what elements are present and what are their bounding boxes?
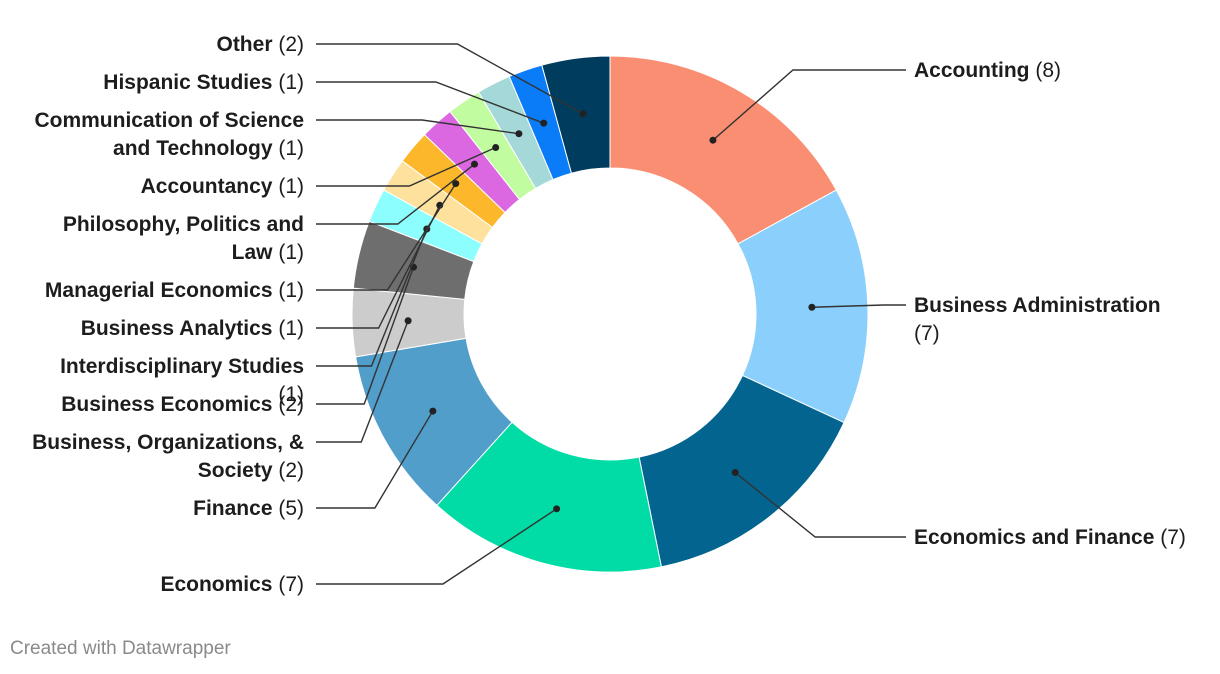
leader-line-business-analytics	[316, 204, 441, 329]
label-philosophy-politics-and-law: Philosophy, Politics and Law (1)	[63, 213, 304, 264]
leader-line-interdisciplinary-studies	[316, 228, 428, 367]
label-economics: Economics (7)	[160, 573, 304, 596]
label-accountancy: Accountancy (1)	[141, 175, 304, 198]
label-hispanic-studies: Hispanic Studies (1)	[103, 71, 304, 94]
label-business-analytics: Business Analytics (1)	[81, 317, 304, 340]
leader-line-accounting	[712, 69, 906, 141]
leader-dot-business-administration	[808, 303, 816, 311]
slice-economics-and-finance	[638, 374, 845, 568]
leader-line-business-administration	[811, 304, 906, 308]
label-accounting: Accounting (8)	[914, 59, 1061, 82]
labels-group: Accounting (8) Business Administration (7)…	[32, 33, 1186, 596]
leader-dot-economics	[553, 505, 561, 513]
leader-line-accountancy	[316, 146, 496, 187]
label-communication-of-science-and-technology: Communication of Science and Technology (…	[34, 109, 304, 160]
slices-group	[351, 55, 869, 573]
leader-line-managerial-economics	[316, 183, 457, 291]
leader-dot-philosophy-politics-and-law	[471, 160, 479, 168]
leader-line-finance	[316, 410, 434, 509]
label-other: Other (2)	[216, 33, 304, 56]
leader-dot-economics-and-finance	[731, 469, 739, 477]
slice-accounting	[609, 55, 837, 245]
label-managerial-economics: Managerial Economics (1)	[45, 279, 304, 302]
leader-line-economics-and-finance	[734, 471, 906, 538]
leader-line-communication-of-science-and-technology	[316, 119, 519, 135]
credit-text: Created with Datawrapper	[10, 638, 231, 659]
label-economics-and-finance: Economics and Finance (7)	[914, 526, 1186, 549]
label-business-economics: Business Economics (2)	[61, 393, 304, 416]
slice-other	[541, 55, 611, 174]
leader-line-other	[316, 43, 584, 115]
leader-line-economics	[316, 508, 558, 585]
label-finance: Finance (5)	[193, 497, 304, 520]
slice-business-administration	[737, 189, 869, 424]
leader-line-philosophy-politics-and-law	[316, 163, 475, 225]
slice-economics	[436, 421, 662, 573]
leader-dot-accounting	[709, 136, 717, 144]
label-business-administration: Business Administration (7)	[914, 294, 1161, 345]
leader-dot-business-organizations-society	[404, 317, 412, 325]
leader-line-business-economics	[316, 266, 415, 405]
leader-dot-managerial-economics	[452, 180, 460, 188]
leader-line-hispanic-studies	[316, 81, 544, 124]
leader-dot-accountancy	[492, 143, 500, 151]
label-interdisciplinary-studies: Interdisciplinary Studies (1)	[60, 355, 304, 406]
leader-dot-communication-of-science-and-technology	[515, 130, 523, 138]
leader-dot-finance	[429, 407, 437, 415]
leader-dot-hispanic-studies	[540, 119, 548, 127]
leader-dot-other	[579, 110, 587, 118]
label-business-organizations-society: Business, Organizations, & Society (2)	[32, 431, 304, 482]
leader-lines-group	[316, 43, 906, 585]
leader-line-business-organizations-society	[316, 320, 409, 443]
